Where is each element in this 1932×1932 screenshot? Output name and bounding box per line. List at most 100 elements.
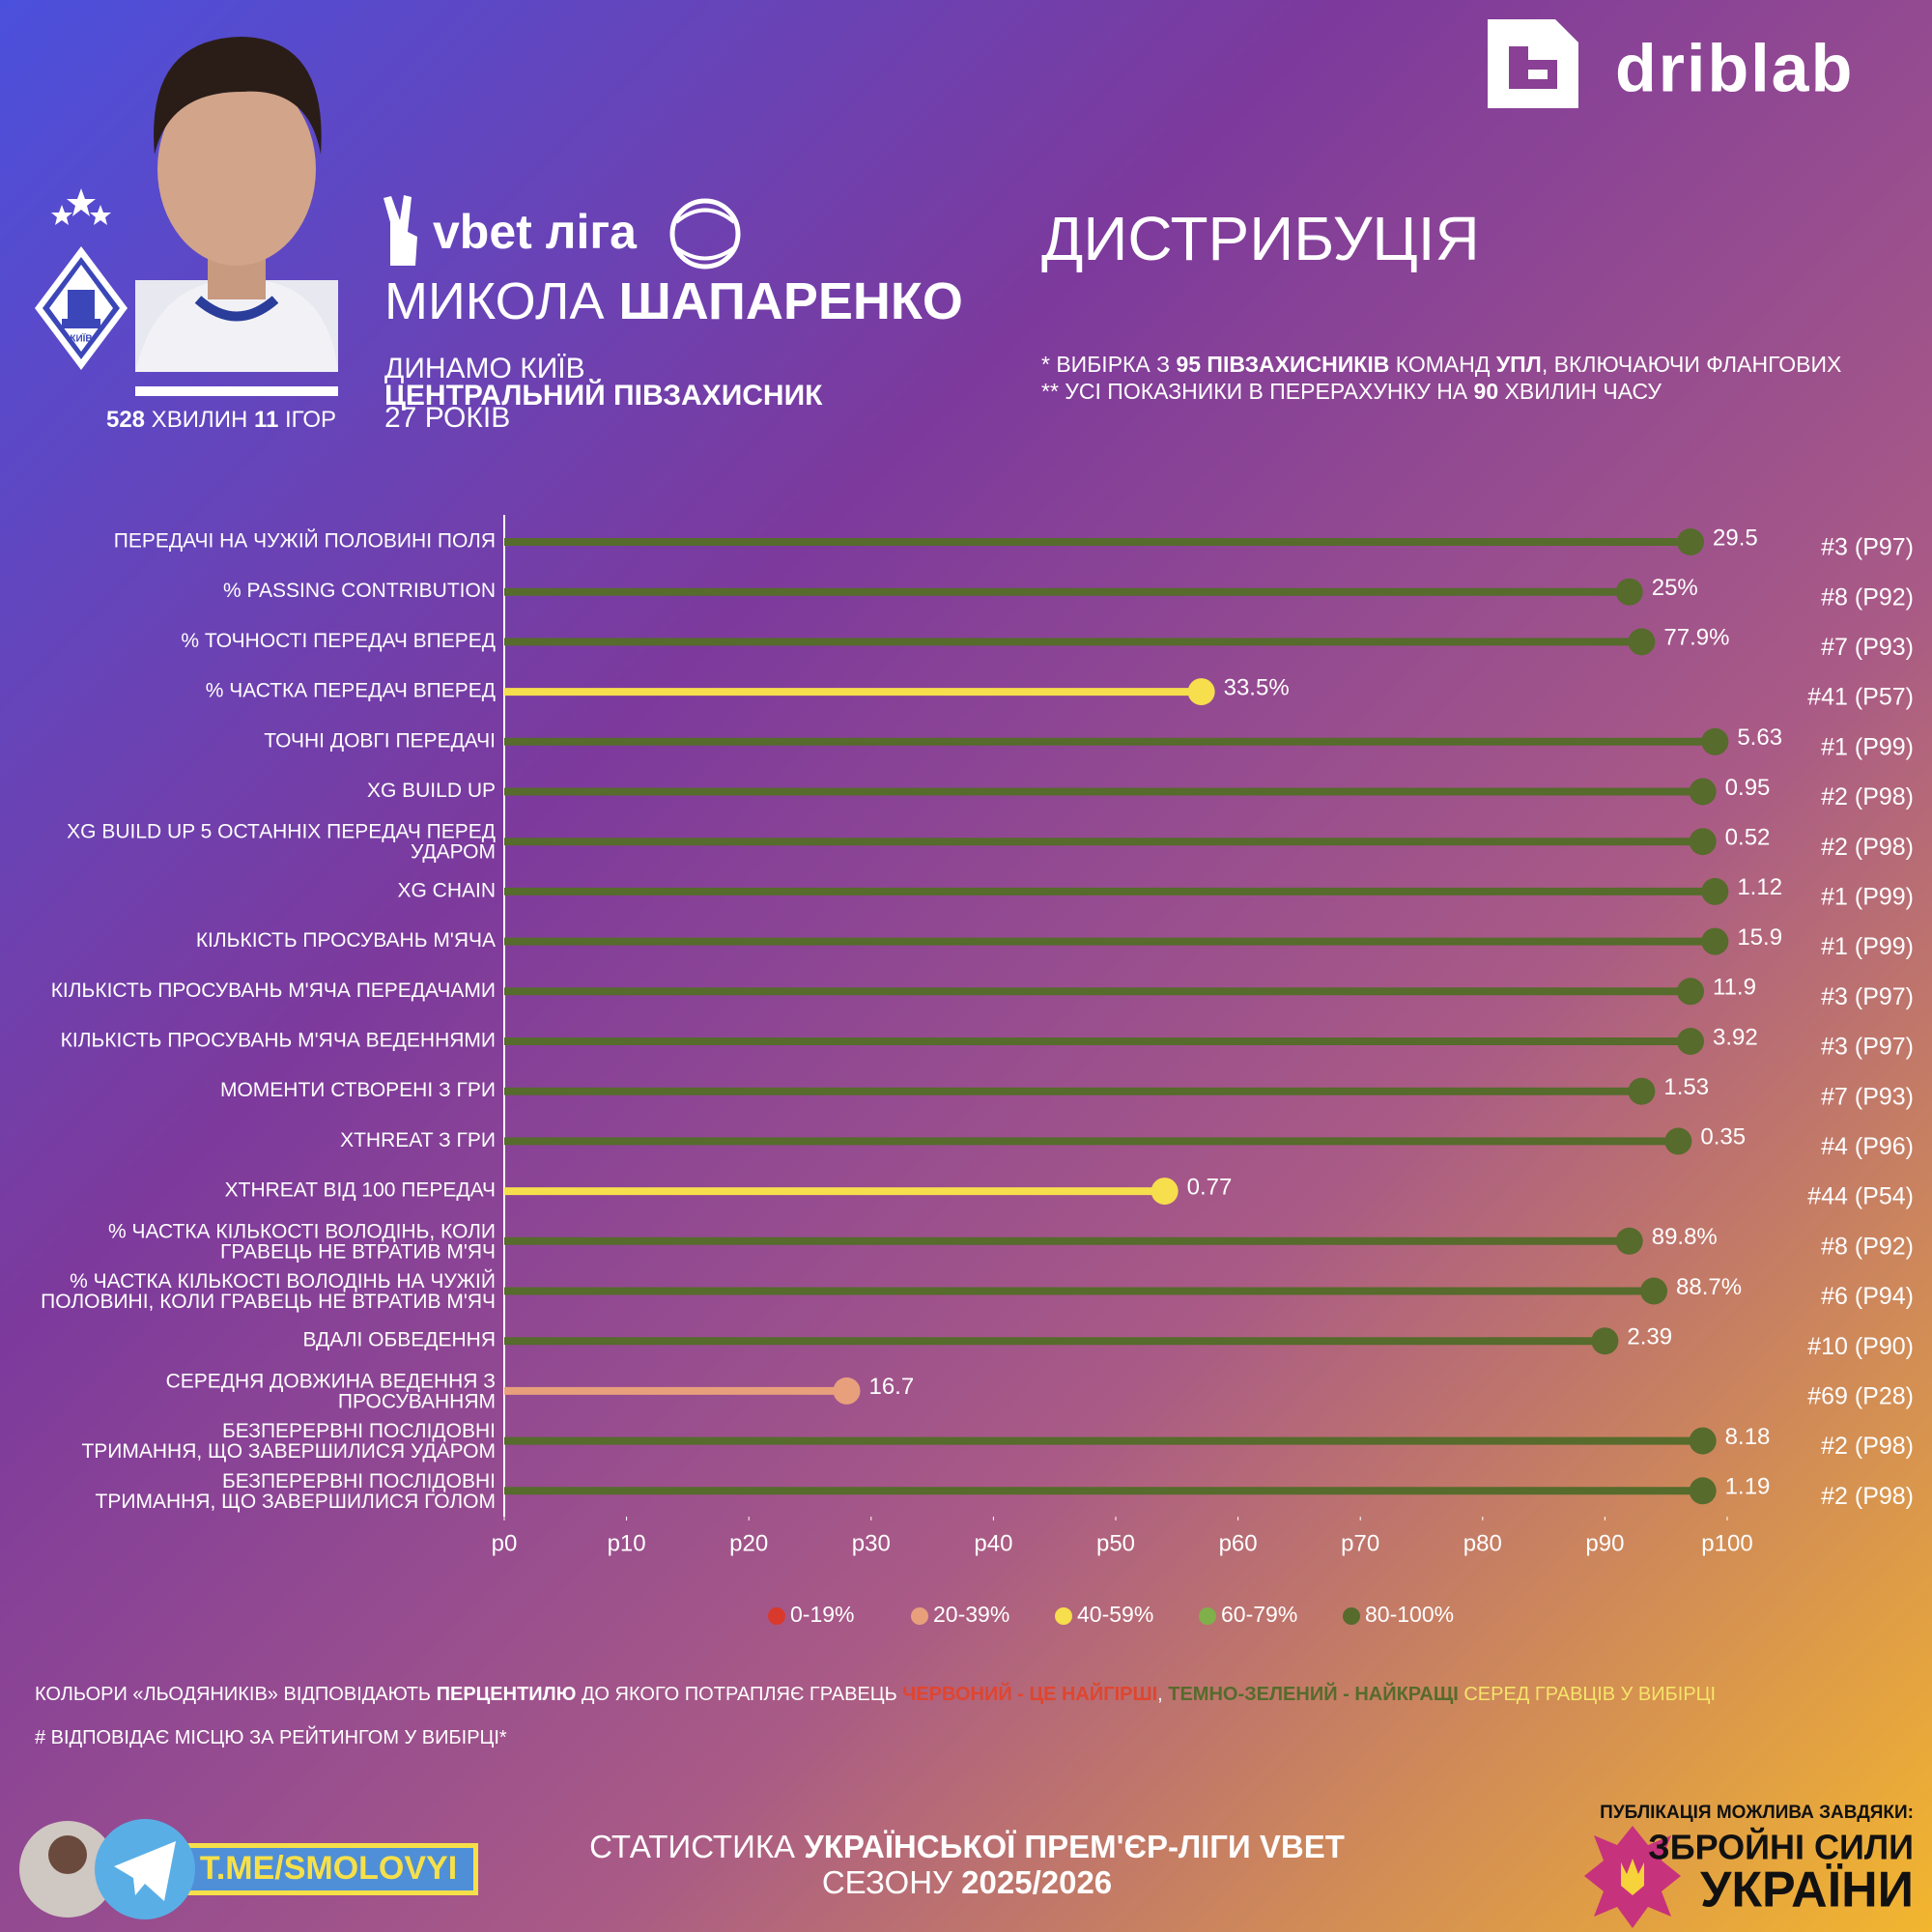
x-tick-label: p50 [1096,1530,1135,1556]
rank-label: #3 (P97) [1821,983,1914,1010]
playing-time-part: ІГОР [278,407,336,433]
legend-label: 60-79% [1221,1602,1297,1627]
playing-time: 528 ХВИЛИН 11 ІГОР [106,407,336,433]
color-explanation: КОЛЬОРИ «ЛЬОДЯНИКІВ» ВІДПОВІДАЮТЬ ПЕРЦЕН… [35,1682,1716,1705]
category-label: XG CHAIN [397,879,496,901]
lollipop-dot [1701,877,1729,905]
value-label: 5.63 [1737,724,1782,751]
category-label: ВДАЛІ ОБВЕДЕННЯ [302,1329,496,1351]
category-label: XG BUILD UP [367,780,496,802]
playing-time-part: 528 [106,407,145,433]
legend-swatch [911,1607,928,1625]
lollipop-dot [1187,678,1215,706]
brand-name: driblab [1615,30,1854,105]
value-label: 25% [1652,575,1698,601]
lollipop-dot [1591,1327,1619,1355]
value-label: 33.5% [1224,674,1290,700]
lollipop-dot [1664,1127,1692,1155]
value-label: 3.92 [1713,1024,1758,1050]
rank-label: #4 (P96) [1821,1133,1914,1160]
category-label: КІЛЬКІСТЬ ПРОСУВАНЬ М'ЯЧА [196,929,496,952]
legend-label: 0-19% [790,1602,854,1627]
category-label: % ЧАСТКА КІЛЬКОСТІ ВОЛОДІНЬ, КОЛИ [108,1220,496,1242]
rank-label: #41 (P57) [1807,684,1914,711]
x-tick-label: p30 [852,1530,891,1556]
value-label: 0.77 [1187,1174,1233,1200]
value-label: 88.7% [1676,1274,1742,1300]
telegram-link[interactable]: T.ME/SMOLOVYI [200,1850,457,1887]
team: ДИНАМО КИЇВ [384,353,585,384]
value-label: 16.7 [868,1374,914,1400]
legend-swatch [1199,1607,1216,1625]
position: ЦЕНТРАЛЬНИЙ ПІВЗАХИСНИК [384,379,823,412]
x-tick-label: p80 [1463,1530,1502,1556]
lollipop-dot [833,1377,861,1405]
legend-label: 80-100% [1365,1602,1454,1627]
rank-label: #8 (P92) [1821,583,1914,611]
league-name: vbet ліга [433,205,638,259]
category-label: ПОЛОВИНІ, КОЛИ ГРАВЕЦЬ НЕ ВТРАТИВ М'ЯЧ [41,1291,496,1313]
value-label: 11.9 [1713,975,1756,1001]
league-logo [384,195,741,270]
sample-note: * ВИБІРКА З 95 ПІВЗАХИСНИКІВ КОМАНД УПЛ,… [1041,352,1841,377]
rank-label: #1 (P99) [1821,933,1914,960]
category-label: МОМЕНТИ СТВОРЕНІ З ГРИ [220,1079,496,1101]
sample-note-part: , ВКЛЮЧАЮЧИ ФЛАНГОВИХ [1542,352,1842,377]
player-name: МИКОЛА ШАПАРЕНКО [384,272,963,330]
lollipop-dot [1689,1427,1717,1455]
playing-time-part: ХВИЛИН [145,407,254,433]
rank-label: #3 (P97) [1821,534,1914,561]
color-explanation-part: ТЕМНО-ЗЕЛЕНИЙ - НАЙКРАЩІ [1168,1682,1459,1705]
color-explanation-part: ДО ЯКОГО ПОТРАПЛЯЄ ГРАВЕЦЬ [576,1684,902,1705]
color-explanation-part: ПЕРЦЕНТИЛЮ [437,1684,577,1705]
sample-note-part: ХВИЛИН ЧАСУ [1498,379,1662,404]
x-tick-label: p90 [1585,1530,1624,1556]
lollipop-dot [1689,778,1717,806]
forces-name: УКРАЇНИ [1700,1862,1914,1918]
x-tick-label: p10 [608,1530,646,1556]
rank-label: #2 (P98) [1821,1483,1914,1510]
lollipop-dot [1701,727,1729,755]
stats-caption-part: УКРАЇНСЬКОЇ ПРЕМ'ЄР-ЛІГИ VBET [804,1829,1345,1864]
lollipop-dot [1701,927,1729,955]
lollipop-dot [1628,628,1656,656]
stats-caption: СЕЗОНУ 2025/2026 [822,1864,1112,1900]
lollipop-dot [1677,1028,1705,1055]
x-tick-label: p0 [492,1530,518,1556]
category-label: ГРАВЕЦЬ НЕ ВТРАТИВ М'ЯЧ [220,1240,496,1263]
legend-label: 20-39% [933,1602,1009,1627]
lollipop-dot [1615,578,1643,606]
value-label: 89.8% [1652,1224,1718,1250]
rank-label: #44 (P54) [1807,1183,1914,1210]
player-name-part: ШАПАРЕНКО [619,272,963,330]
category-label: % ЧАСТКА КІЛЬКОСТІ ВОЛОДІНЬ НА ЧУЖІЙ [70,1269,496,1293]
stats-caption-part: СТАТИСТИКА [589,1829,804,1864]
stats-caption-part: СЕЗОНУ [822,1864,961,1900]
category-label: ТРИМАННЯ, ЩО ЗАВЕРШИЛИСЯ УДАРОМ [81,1440,496,1463]
rank-label: #2 (P98) [1821,1433,1914,1460]
value-label: 29.5 [1713,525,1758,551]
rank-label: #2 (P98) [1821,783,1914,810]
sample-note-part: УПЛ [1496,352,1542,377]
category-label: % ЧАСТКА ПЕРЕДАЧ ВПЕРЕД [206,680,496,702]
rank-label: #3 (P97) [1821,1034,1914,1061]
sample-note: ** УСІ ПОКАЗНИКИ В ПЕРЕРАХУНКУ НА 90 ХВИ… [1041,379,1662,404]
sample-note-part: КОМАНД [1389,352,1496,377]
logo-text: КИЇВ [70,332,92,345]
playing-time-part: 11 [254,407,278,433]
category-label: БЕЗПЕРЕРВНІ ПОСЛІДОВНІ [222,1470,496,1492]
category-label: % PASSING CONTRIBUTION [223,580,496,602]
thanks: ПУБЛІКАЦІЯ МОЖЛИВА ЗАВДЯКИ: [1600,1803,1914,1823]
category-label: УДАРОМ [411,841,496,864]
color-explanation-part: КОЛЬОРИ «ЛЬОДЯНИКІВ» ВІДПОВІДАЮТЬ [35,1684,437,1705]
x-tick-label: p70 [1341,1530,1379,1556]
legend-label: 40-59% [1077,1602,1153,1627]
club-logo: КИЇВ [35,188,128,370]
legend-swatch [768,1607,785,1625]
color-explanation-part: , [1157,1684,1168,1705]
player-name-part: МИКОЛА [384,272,619,330]
value-label: 1.12 [1737,874,1782,900]
color-explanation: # ВІДПОВІДАЄ МІСЦЮ ЗА РЕЙТИНГОМ У ВИБІРЦ… [35,1725,507,1748]
category-label: XTHREAT З ГРИ [340,1129,496,1151]
